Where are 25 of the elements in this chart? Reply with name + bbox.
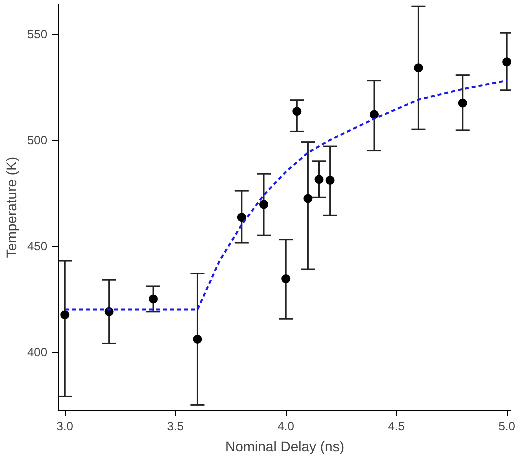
x-axis-title: Nominal Delay (ns) (225, 438, 345, 454)
x-tick-label: 4.0 (278, 420, 295, 434)
point (60, 310, 70, 320)
x-tick-label: 3.0 (56, 420, 74, 434)
point (304, 194, 313, 204)
x-tick-label: 5.0 (498, 420, 516, 434)
point (282, 274, 291, 284)
x-tick-label: 3.5 (167, 420, 184, 434)
point (326, 176, 335, 185)
y-tick-label: 400 (27, 346, 48, 360)
y-tick-label: 550 (27, 28, 48, 42)
x-tick-label: 4.5 (388, 420, 406, 434)
point (193, 334, 202, 344)
point (237, 213, 246, 222)
point (502, 58, 512, 67)
point (370, 110, 379, 120)
point (260, 200, 269, 210)
point (149, 294, 158, 304)
y-tick-label: 450 (27, 240, 48, 254)
point (292, 107, 302, 116)
point (458, 98, 468, 108)
y-axis-title: Temperature (K) (3, 156, 20, 258)
point (414, 64, 424, 73)
point (314, 175, 324, 184)
y-tick-label: 500 (27, 134, 48, 148)
